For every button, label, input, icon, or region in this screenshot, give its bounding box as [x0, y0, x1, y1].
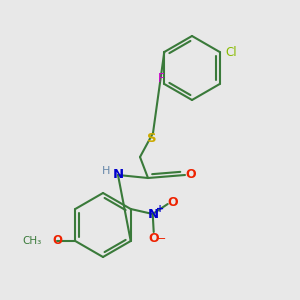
Text: −: − — [157, 234, 166, 244]
Text: Cl: Cl — [225, 46, 236, 59]
Text: N: N — [148, 208, 159, 220]
Text: O: O — [52, 235, 62, 248]
Text: O: O — [167, 196, 178, 208]
Text: F: F — [158, 71, 165, 85]
Text: CH₃: CH₃ — [22, 236, 41, 246]
Text: S: S — [147, 133, 157, 146]
Text: H: H — [102, 166, 110, 176]
Text: O: O — [148, 232, 159, 245]
Text: O: O — [186, 169, 196, 182]
Text: N: N — [112, 169, 124, 182]
Text: +: + — [156, 204, 164, 214]
